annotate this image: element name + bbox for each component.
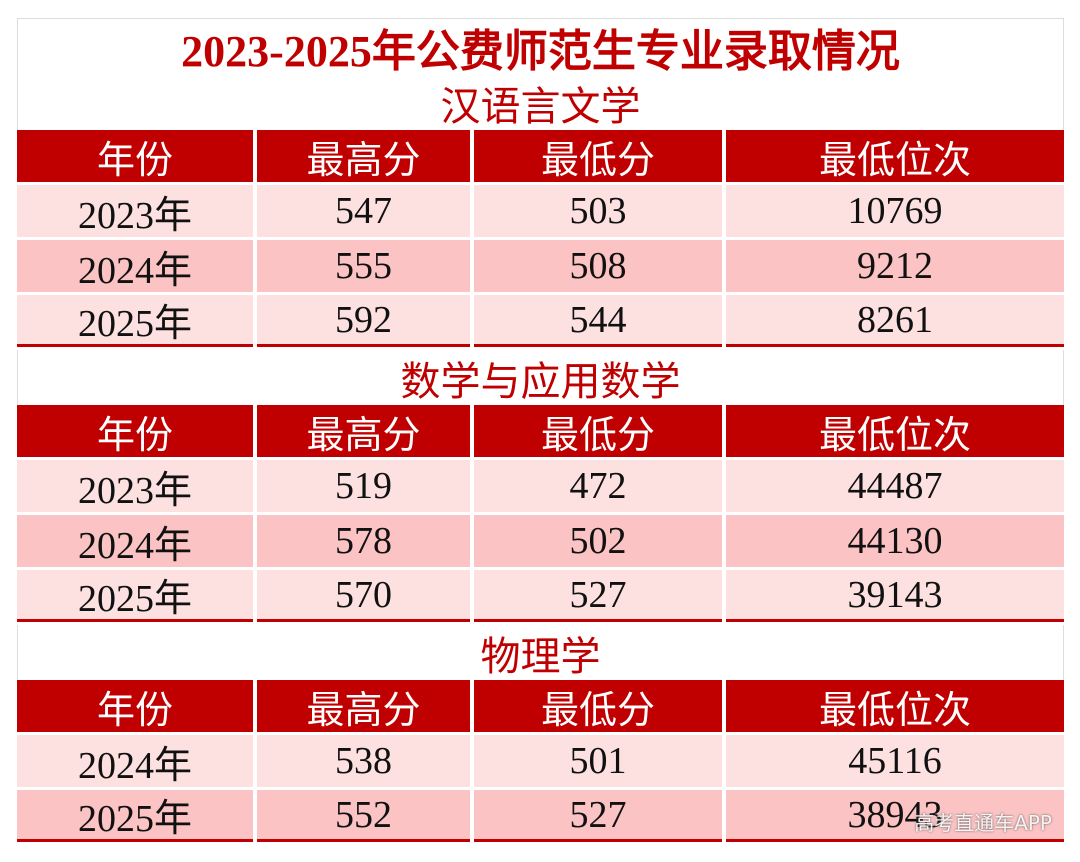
data-cell: 538 <box>257 735 470 787</box>
data-cell: 555 <box>257 240 470 292</box>
data-cell: 547 <box>257 185 470 237</box>
section-title: 物理学 <box>17 625 1064 680</box>
header-cell: 最高分 <box>257 405 470 457</box>
header-cell: 最低位次 <box>726 680 1064 732</box>
data-cell: 552 <box>257 790 470 842</box>
header-cell: 最低位次 <box>726 405 1064 457</box>
data-cell: 9212 <box>726 240 1064 292</box>
table-title: 2023-2025年公费师范生专业录取情况 <box>17 18 1064 76</box>
header-cell: 最高分 <box>257 680 470 732</box>
header-cell: 年份 <box>17 680 253 732</box>
data-cell: 503 <box>474 185 722 237</box>
data-cell: 527 <box>474 790 722 842</box>
header-cell: 最低分 <box>474 405 722 457</box>
data-cell: 44487 <box>726 460 1064 512</box>
data-cell: 519 <box>257 460 470 512</box>
data-cell: 501 <box>474 735 722 787</box>
header-cell: 最低分 <box>474 680 722 732</box>
header-cell: 年份 <box>17 405 253 457</box>
data-cell: 508 <box>474 240 722 292</box>
data-cell: 2024年 <box>17 515 253 567</box>
data-cell: 592 <box>257 295 470 347</box>
data-cell: 2024年 <box>17 240 253 292</box>
data-cell: 39143 <box>726 570 1064 622</box>
data-cell: 578 <box>257 515 470 567</box>
data-cell: 2023年 <box>17 185 253 237</box>
data-cell: 8261 <box>726 295 1064 347</box>
data-cell: 2023年 <box>17 460 253 512</box>
data-cell: 502 <box>474 515 722 567</box>
header-cell: 最高分 <box>257 130 470 182</box>
data-cell: 2025年 <box>17 570 253 622</box>
data-cell: 2025年 <box>17 790 253 842</box>
watermark: 高考直通车APP <box>914 811 1052 835</box>
data-cell: 38943 <box>726 790 1064 842</box>
section-title: 汉语言文学 <box>17 75 1064 130</box>
header-cell: 年份 <box>17 130 253 182</box>
data-cell: 472 <box>474 460 722 512</box>
data-cell: 527 <box>474 570 722 622</box>
data-cell: 10769 <box>726 185 1064 237</box>
header-cell: 最低位次 <box>726 130 1064 182</box>
section-title: 数学与应用数学 <box>17 350 1064 405</box>
data-cell: 544 <box>474 295 722 347</box>
header-cell: 最低分 <box>474 130 722 182</box>
data-cell: 45116 <box>726 735 1064 787</box>
data-cell: 2024年 <box>17 735 253 787</box>
data-cell: 44130 <box>726 515 1064 567</box>
data-cell: 570 <box>257 570 470 622</box>
data-cell: 2025年 <box>17 295 253 347</box>
